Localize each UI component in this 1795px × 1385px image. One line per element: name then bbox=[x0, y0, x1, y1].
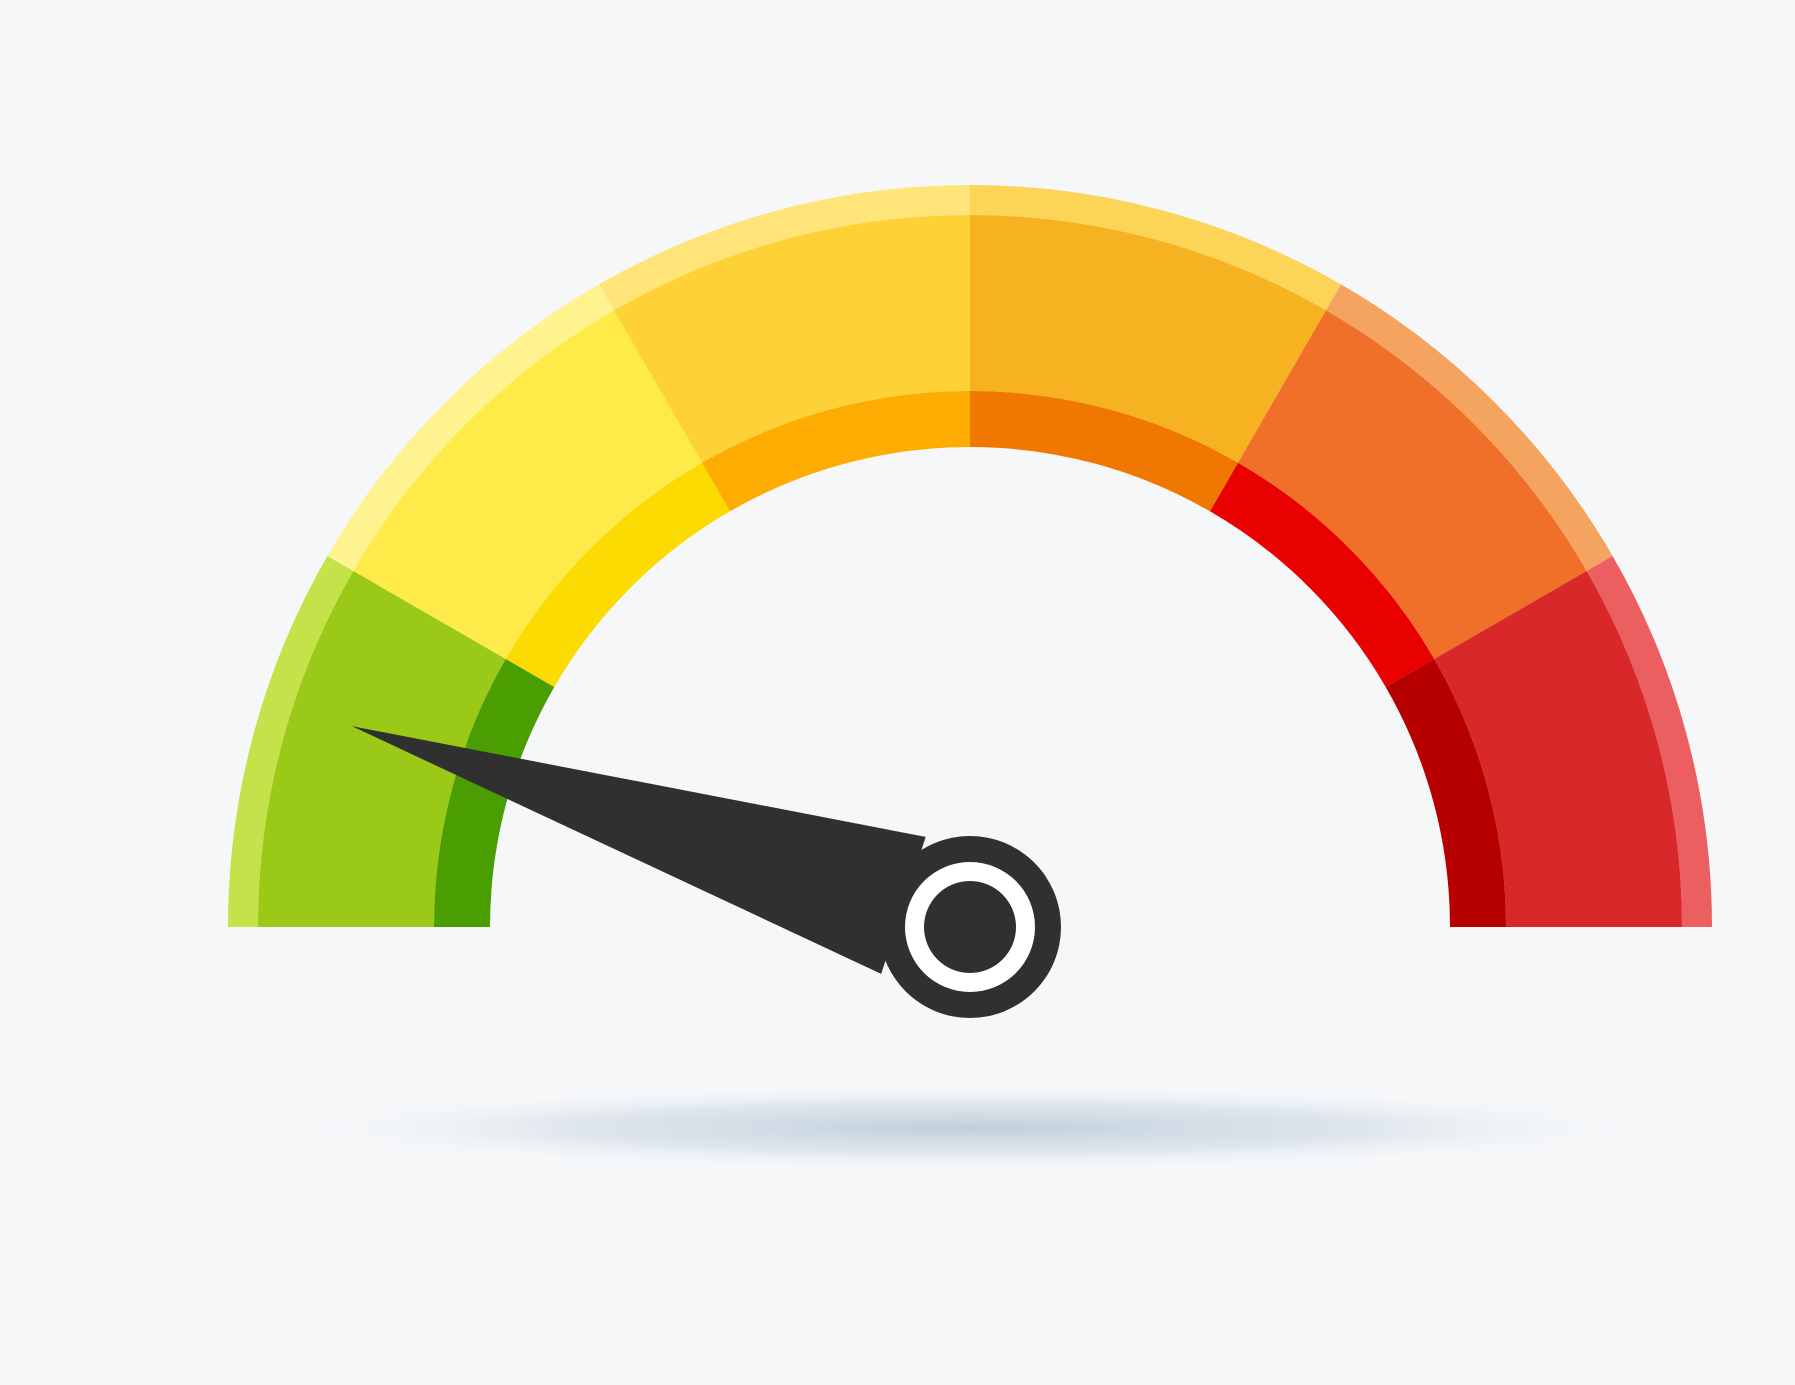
gauge-segment-6-outer bbox=[1434, 571, 1682, 927]
gauge-segment-2-outer bbox=[353, 310, 702, 659]
gauge-segment-6-rim bbox=[1586, 556, 1712, 927]
gauge-segment-4-rim bbox=[970, 185, 1341, 311]
gauge-needle bbox=[351, 726, 926, 974]
gauge-segment-3-outer bbox=[614, 215, 970, 463]
gauge-segment-2-inner bbox=[505, 462, 730, 687]
gauge-segment-1-outer bbox=[258, 571, 506, 927]
needle-pointer bbox=[351, 726, 926, 974]
gauge-segment-1-rim bbox=[228, 556, 354, 927]
gauge-segment-4-inner bbox=[970, 391, 1238, 512]
hub-center bbox=[924, 881, 1016, 973]
gauge-segment-3-inner bbox=[702, 391, 970, 512]
gauge-segment-2-rim bbox=[327, 284, 614, 571]
gauge-segment-4-outer bbox=[970, 215, 1326, 463]
gauge-segment-3-rim bbox=[599, 185, 970, 311]
gauge-segment-5-outer bbox=[1238, 310, 1587, 659]
gauge-shadow bbox=[290, 1086, 1650, 1170]
gauge-segment-6-inner bbox=[1385, 659, 1506, 927]
gauge-hub bbox=[879, 836, 1061, 1018]
gauge-segments bbox=[228, 185, 1712, 927]
gauge-segment-1-inner bbox=[434, 659, 555, 927]
gauge-segment-5-inner bbox=[1210, 462, 1435, 687]
gauge-segment-5-rim bbox=[1326, 284, 1613, 571]
